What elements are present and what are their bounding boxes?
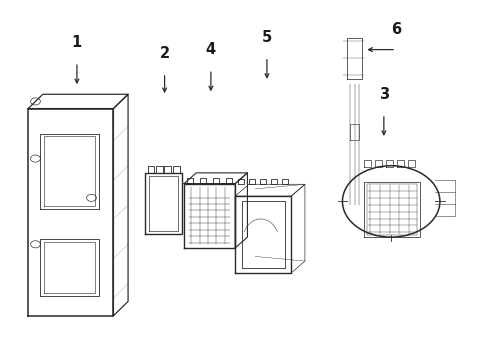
Text: 3: 3 (379, 87, 389, 102)
Text: 6: 6 (391, 22, 401, 37)
Text: 1: 1 (72, 35, 82, 50)
Text: 2: 2 (160, 46, 170, 61)
Text: 4: 4 (206, 42, 216, 57)
Text: 5: 5 (262, 30, 272, 45)
